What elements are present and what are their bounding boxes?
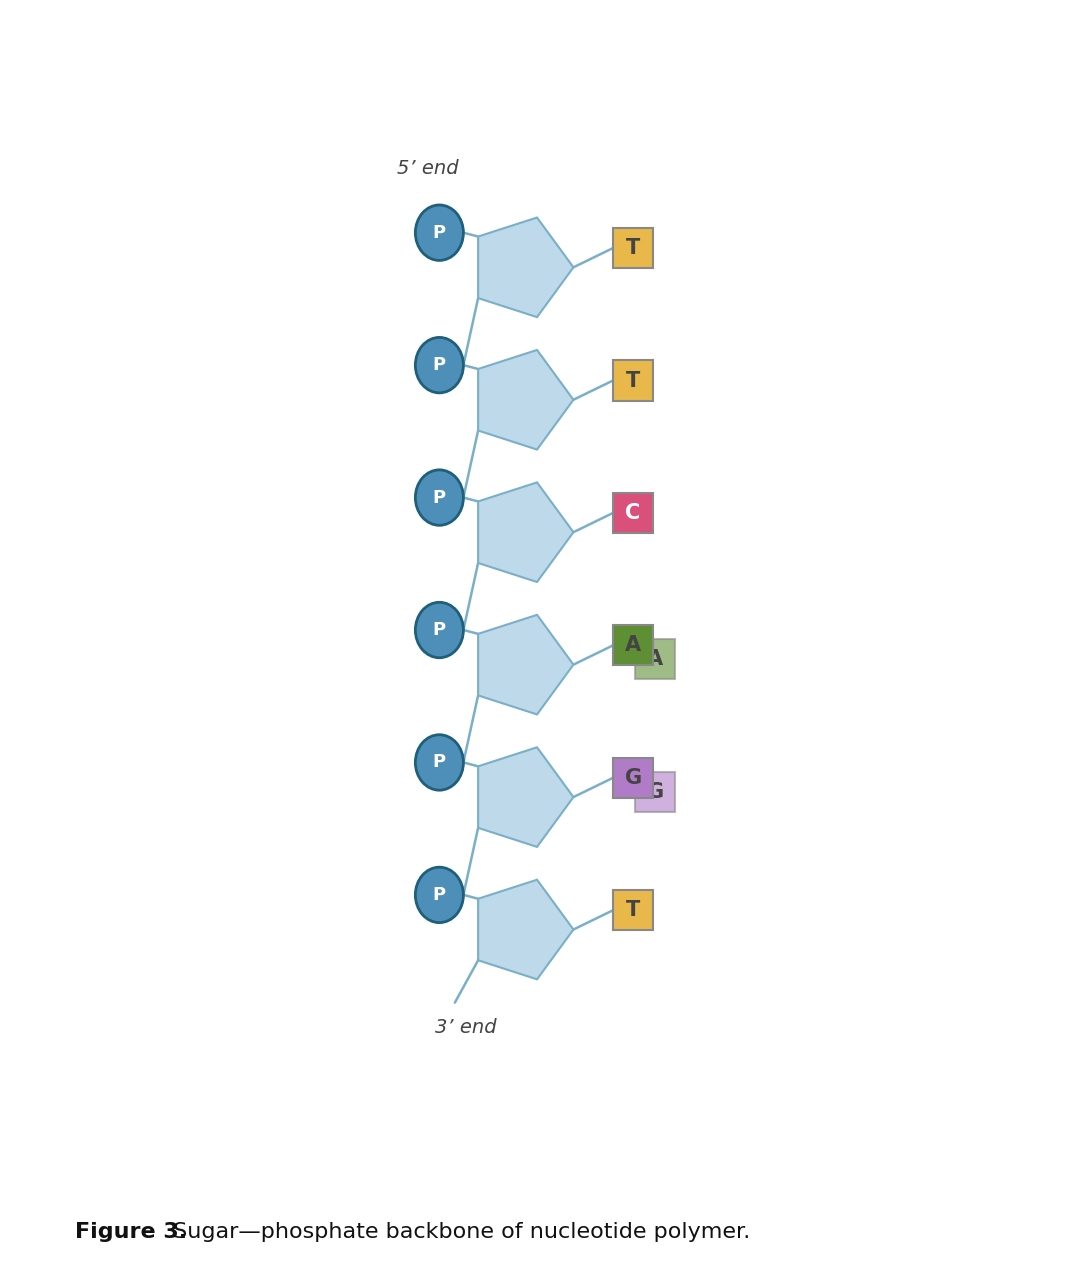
Text: P: P [433,621,446,639]
Polygon shape [479,748,574,847]
Polygon shape [635,639,676,680]
Text: P: P [433,224,446,242]
Ellipse shape [416,204,464,261]
Text: 3’ end: 3’ end [436,1019,497,1036]
Text: Sugar—phosphate backbone of nucleotide polymer.: Sugar—phosphate backbone of nucleotide p… [166,1222,750,1242]
Polygon shape [479,350,574,450]
Text: P: P [433,754,446,772]
Text: T: T [626,900,641,920]
Text: A: A [647,649,663,670]
Polygon shape [635,772,676,812]
Polygon shape [613,758,653,797]
Polygon shape [479,217,574,317]
Text: P: P [433,357,446,374]
Polygon shape [613,891,653,930]
Text: T: T [626,238,641,258]
Ellipse shape [416,337,464,392]
Text: G: G [647,782,664,801]
Ellipse shape [416,735,464,790]
Polygon shape [479,879,574,979]
Text: G: G [625,768,642,787]
Polygon shape [613,625,653,666]
Ellipse shape [416,868,464,923]
Text: P: P [433,886,446,904]
Text: C: C [626,504,641,523]
Ellipse shape [416,470,464,525]
Polygon shape [479,615,574,714]
Ellipse shape [416,602,464,658]
Text: P: P [433,488,446,506]
Text: 5’ end: 5’ end [397,158,458,178]
Text: T: T [626,371,641,391]
Polygon shape [613,360,653,400]
Polygon shape [613,493,653,533]
Polygon shape [613,227,653,268]
Text: Figure 3.: Figure 3. [75,1222,187,1242]
Text: A: A [625,635,641,656]
Polygon shape [479,482,574,581]
